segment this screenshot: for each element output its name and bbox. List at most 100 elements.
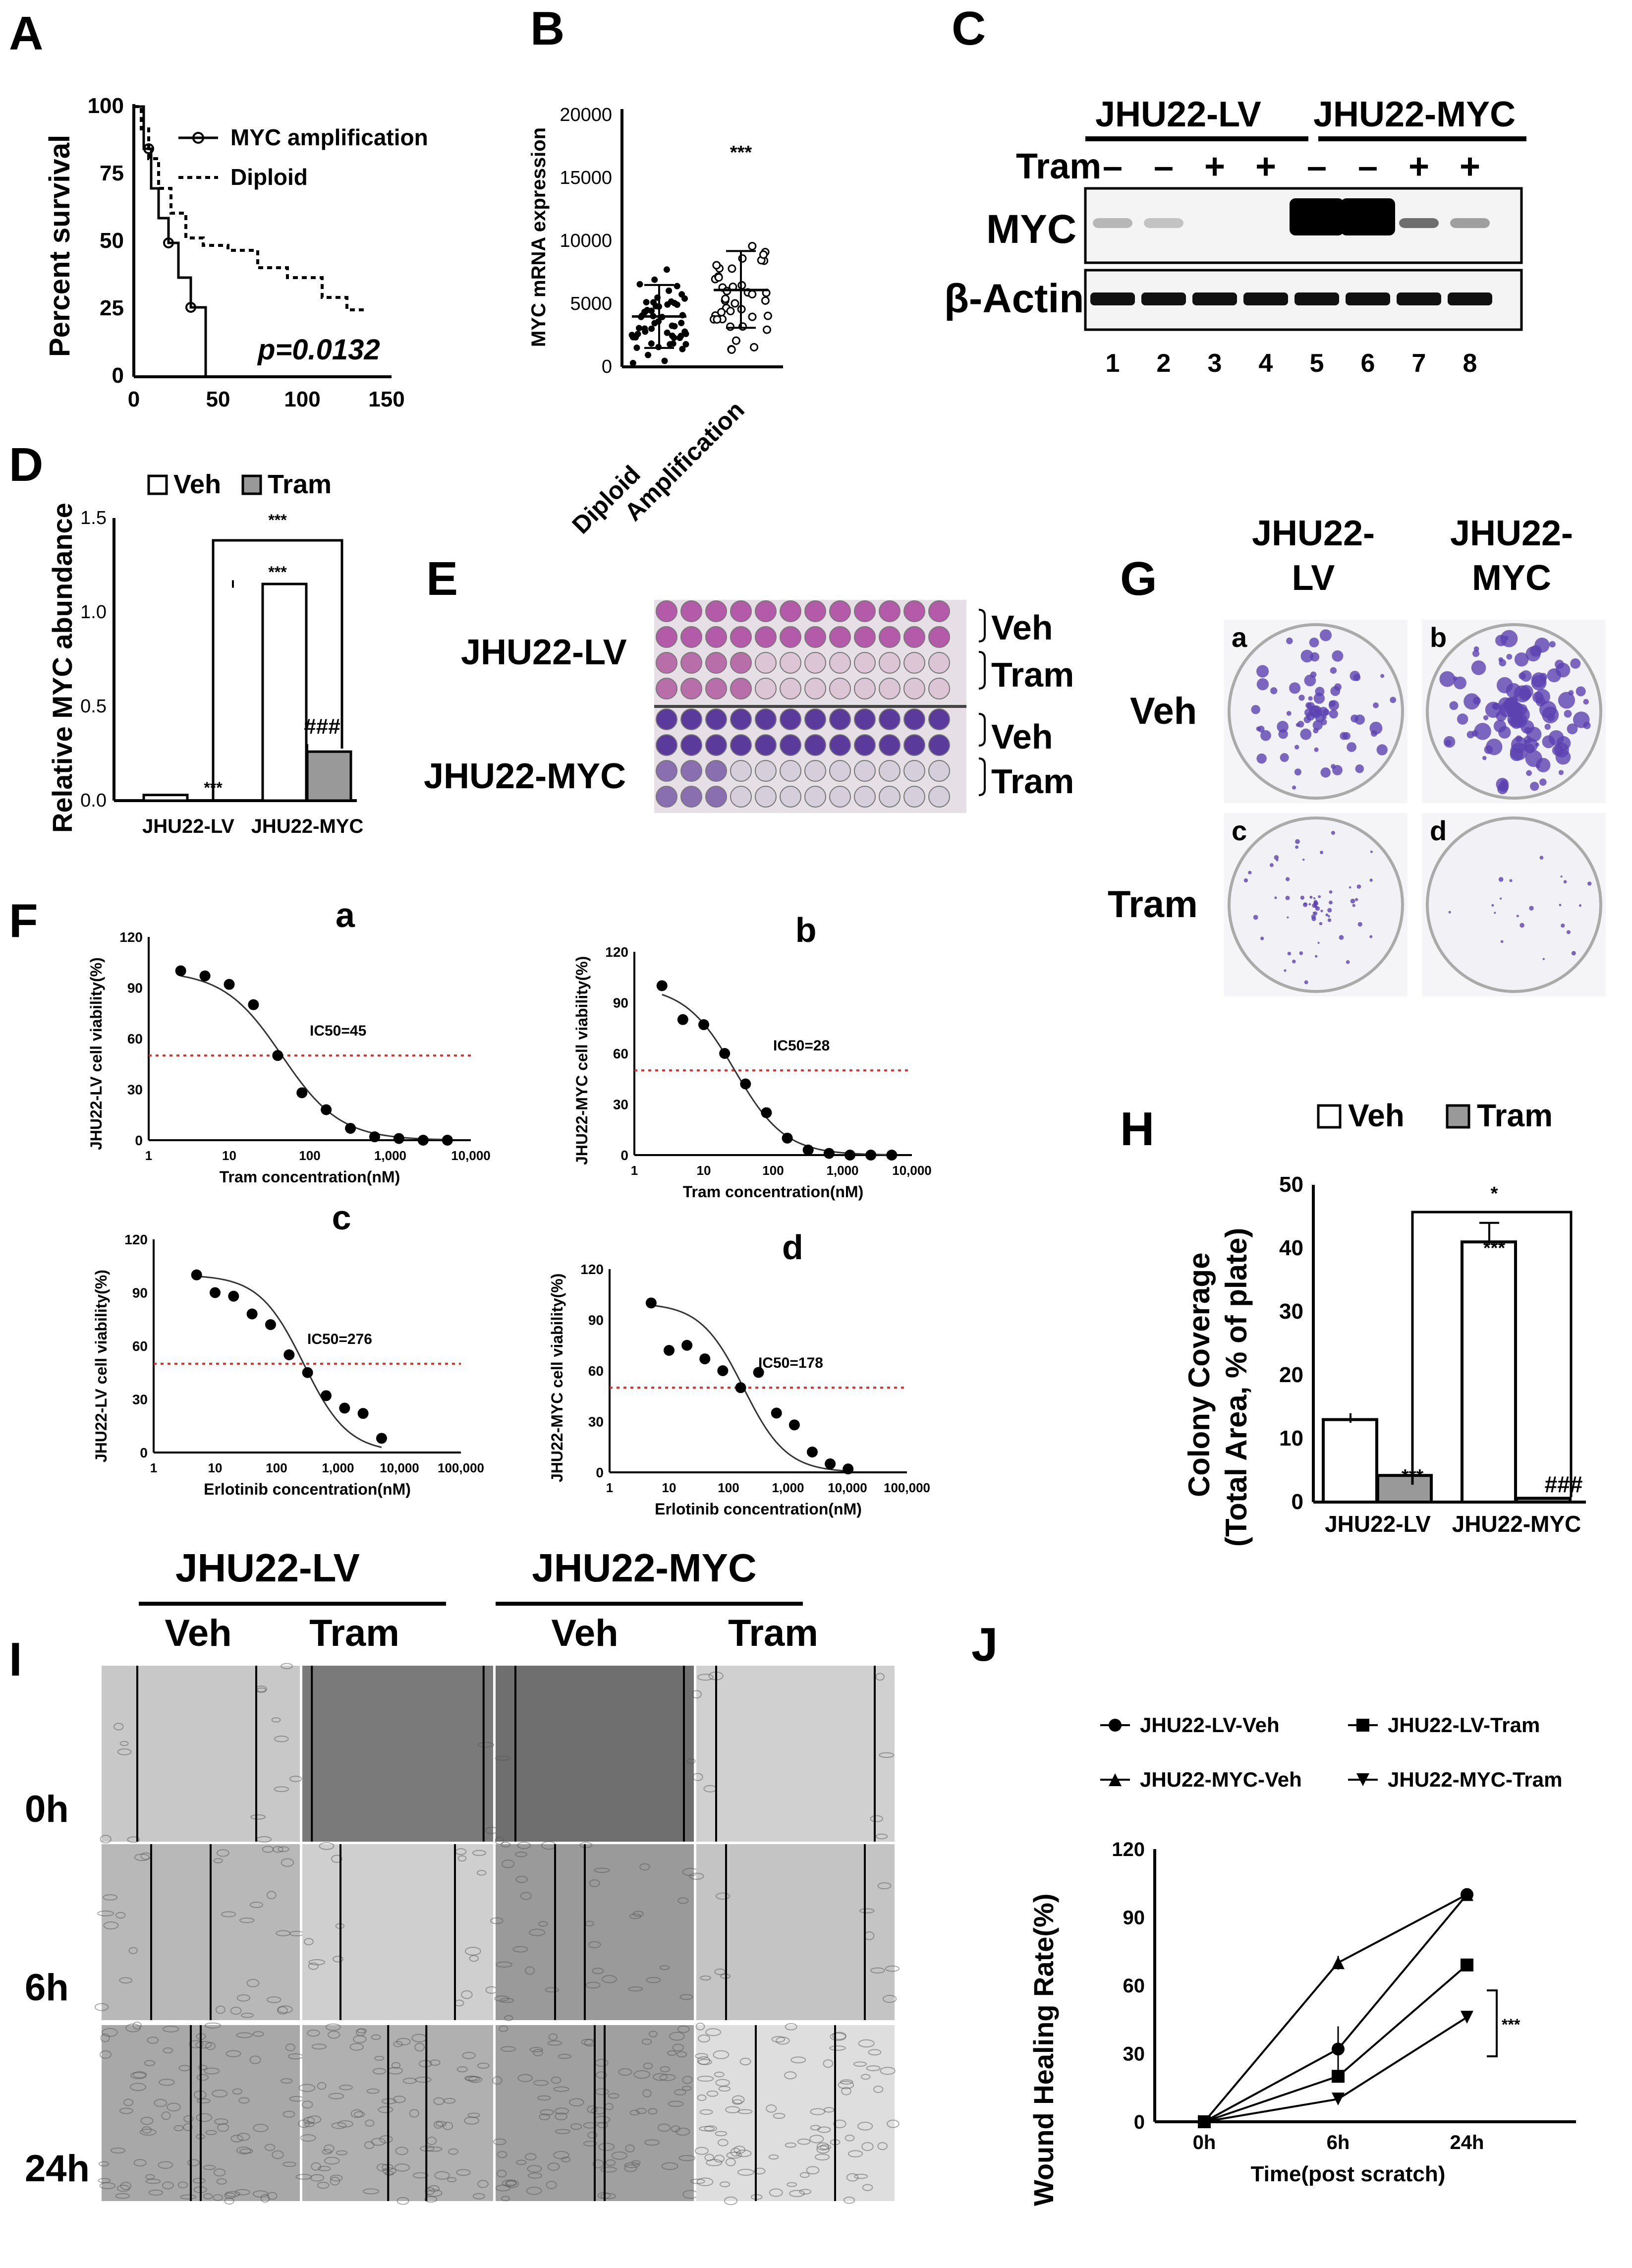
f-ytick: 120	[119, 930, 143, 945]
c-sign: –	[1358, 147, 1378, 186]
f-data-point	[771, 1407, 782, 1419]
i-cell	[725, 2158, 736, 2166]
i-cell	[639, 1863, 650, 1871]
e-well	[656, 734, 677, 756]
j-legend-label: JHU22-LV-Veh	[1140, 1713, 1280, 1737]
f-xtick: 10	[222, 1148, 236, 1163]
i-cell	[211, 2090, 228, 2097]
a-xtick: 50	[206, 387, 230, 411]
g-colony	[1519, 923, 1524, 928]
i-cell	[699, 2109, 713, 2115]
i-cell	[568, 2098, 584, 2106]
j-marker	[1461, 1888, 1473, 1901]
i-cell	[823, 2107, 835, 2113]
f-data-point	[191, 1269, 202, 1280]
h-ylabel-2: (Total Area, % of plate)	[1220, 1228, 1253, 1547]
e-well	[730, 626, 752, 648]
h-ytick: 30	[1279, 1299, 1303, 1324]
e-well	[879, 734, 900, 756]
i-tile	[696, 2025, 895, 2201]
g-colony	[1292, 785, 1296, 790]
i-cell	[281, 2078, 293, 2084]
b-data-point	[641, 325, 648, 332]
i-cell	[862, 2184, 873, 2191]
e-well	[804, 652, 826, 674]
g-colony	[1260, 730, 1271, 741]
i-cell	[236, 1994, 250, 2002]
f-xlabel: Tram concentration(nM)	[220, 1168, 400, 1186]
j-marker	[1356, 1773, 1369, 1786]
b-data-point	[717, 308, 726, 317]
i-col-tram-1: Tram	[309, 1612, 399, 1654]
g-dish-tag: c	[1232, 815, 1247, 846]
e-well	[829, 678, 851, 699]
i-cell	[266, 1996, 281, 2003]
i-cell	[192, 2178, 206, 2184]
i-cell	[857, 2121, 873, 2131]
f-ytick: 120	[605, 944, 628, 960]
panel-label-e: E	[426, 552, 458, 605]
panel-j-chart: JHU22-LV-Veh JHU22-LV-Tram JHU22-MYC-Veh JH…	[1028, 1713, 1576, 2206]
i-cell	[725, 2106, 740, 2113]
i-cell	[715, 1892, 731, 1900]
f-data-point	[345, 1123, 356, 1134]
i-cell	[246, 1978, 260, 1987]
i-cell	[198, 2065, 208, 2071]
i-cell	[799, 2189, 812, 2195]
j-marker	[1109, 1719, 1122, 1732]
i-cell	[295, 2174, 312, 2180]
i-cell	[875, 1673, 885, 1681]
h-legend-tram: Tram	[1477, 1098, 1553, 1133]
i-cell	[394, 2163, 410, 2172]
i-cell	[692, 1773, 703, 1781]
g-colony	[1499, 897, 1502, 900]
g-colony	[1299, 951, 1303, 955]
b-data-point	[748, 312, 757, 321]
i-cell	[870, 1815, 884, 1822]
g-colony	[1526, 727, 1542, 742]
e-well	[903, 786, 925, 808]
g-colony	[1497, 783, 1508, 795]
g-colony	[1542, 958, 1545, 960]
i-cell	[465, 2076, 480, 2082]
i-cell	[597, 2121, 609, 2129]
i-cell	[506, 2180, 516, 2186]
i-cell	[501, 1842, 511, 1848]
j-legend-label: JHU22-LV-Tram	[1388, 1713, 1540, 1737]
g-colony	[1445, 739, 1452, 746]
f-ylabel: JHU22-LV cell viability(%)	[92, 1270, 110, 1462]
f-fit-curve	[662, 993, 892, 1156]
i-cell	[689, 1872, 704, 1880]
i-cell	[308, 1962, 319, 1970]
e-well	[656, 652, 677, 674]
i-cell	[307, 2029, 320, 2037]
j-ytick: 30	[1123, 2043, 1145, 2065]
e-well	[755, 734, 777, 756]
f-ytick: 90	[588, 1313, 604, 1328]
i-cell	[331, 2122, 347, 2129]
panel-e-plate: JHU22-LV JHU22-MYC Veh Tram Veh Tram	[424, 600, 1074, 813]
g-colony	[1295, 845, 1299, 849]
g-colony	[1558, 692, 1575, 709]
g-dish-tag: b	[1430, 622, 1447, 653]
i-cell	[224, 2197, 234, 2205]
d-ylabel: Relative MYC abundance	[47, 503, 78, 833]
g-row-tram: Tram	[1108, 883, 1198, 926]
i-cell	[196, 2074, 209, 2081]
i-cell	[877, 2142, 888, 2151]
g-colony	[1274, 896, 1277, 899]
i-cell	[274, 1786, 289, 1792]
i-cell	[163, 2047, 173, 2054]
d-legend-veh-swatch	[147, 474, 168, 495]
g-colony	[1463, 693, 1480, 710]
j-bracket	[1487, 1989, 1498, 2057]
i-cell	[587, 2132, 598, 2139]
e-well	[656, 760, 677, 782]
e-veh-1: Veh	[991, 608, 1053, 647]
g-colony	[1313, 900, 1318, 904]
g-colony	[1482, 756, 1487, 760]
e-well	[903, 678, 925, 699]
i-cell	[99, 2050, 112, 2059]
g-colony	[1312, 720, 1323, 730]
